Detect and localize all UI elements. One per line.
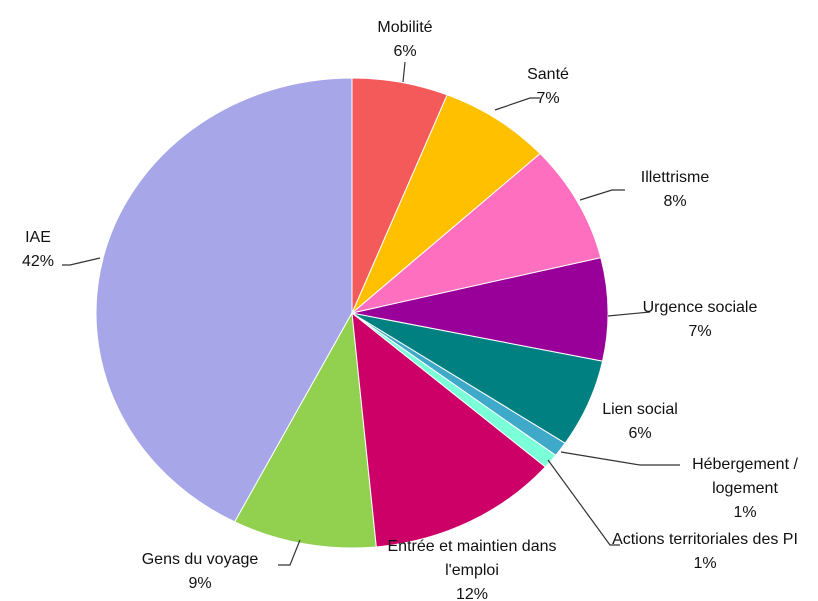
- slice-label: Lien social 6%: [580, 398, 700, 446]
- category-label: Hébergement / logement: [692, 456, 798, 497]
- value-label: 9%: [188, 575, 212, 592]
- slice-label: Mobilité 6%: [360, 16, 450, 64]
- slice-label: IAE 42%: [8, 226, 68, 274]
- slice: [351, 152, 602, 314]
- value-label: 7%: [688, 323, 712, 340]
- category-label: IAE: [25, 229, 51, 246]
- slice: [351, 77, 448, 314]
- slice: [233, 311, 377, 549]
- value-label: 7%: [536, 90, 560, 107]
- value-label: 6%: [393, 43, 417, 60]
- value-label: 6%: [628, 425, 652, 442]
- value-label: 8%: [663, 193, 687, 210]
- slice-label: Gens du voyage 9%: [110, 548, 290, 596]
- category-label: Entrée et maintien dans l'emploi: [387, 538, 557, 579]
- leader-line: [278, 539, 301, 566]
- leader-line: [402, 61, 406, 83]
- category-label: Illettrisme: [640, 169, 710, 186]
- slice-label: Hébergement / logement 1%: [680, 453, 810, 525]
- slice: [95, 77, 353, 523]
- slice-label: Entrée et maintien dans l'emploi 12%: [372, 535, 572, 601]
- slice-label: Santé 7%: [508, 63, 588, 111]
- leader-line: [494, 97, 540, 111]
- value-label: 42%: [21, 253, 55, 270]
- leader-lines: [62, 61, 680, 566]
- value-label: 1%: [733, 504, 757, 521]
- slice-label: Actions territoriales des PI 1%: [595, 528, 815, 576]
- slice: [351, 311, 547, 548]
- leader-line: [579, 189, 625, 201]
- category-label: Gens du voyage: [141, 551, 259, 568]
- value-label: 1%: [693, 555, 717, 572]
- category-label: Urgence sociale: [642, 299, 758, 316]
- slice: [351, 257, 609, 362]
- category-label: Actions territoriales des PI: [612, 531, 798, 548]
- value-label: 12%: [455, 586, 489, 601]
- slice: [351, 94, 541, 314]
- category-label: Santé: [527, 66, 569, 83]
- leader-line: [560, 451, 680, 466]
- slice-label: Urgence sociale 7%: [620, 296, 780, 344]
- leader-line: [607, 311, 651, 317]
- leader-line: [547, 459, 620, 546]
- leader-line: [62, 257, 101, 266]
- slice-label: Illettrisme 8%: [615, 166, 735, 214]
- category-label: Mobilité: [377, 19, 433, 36]
- category-label: Lien social: [602, 401, 678, 418]
